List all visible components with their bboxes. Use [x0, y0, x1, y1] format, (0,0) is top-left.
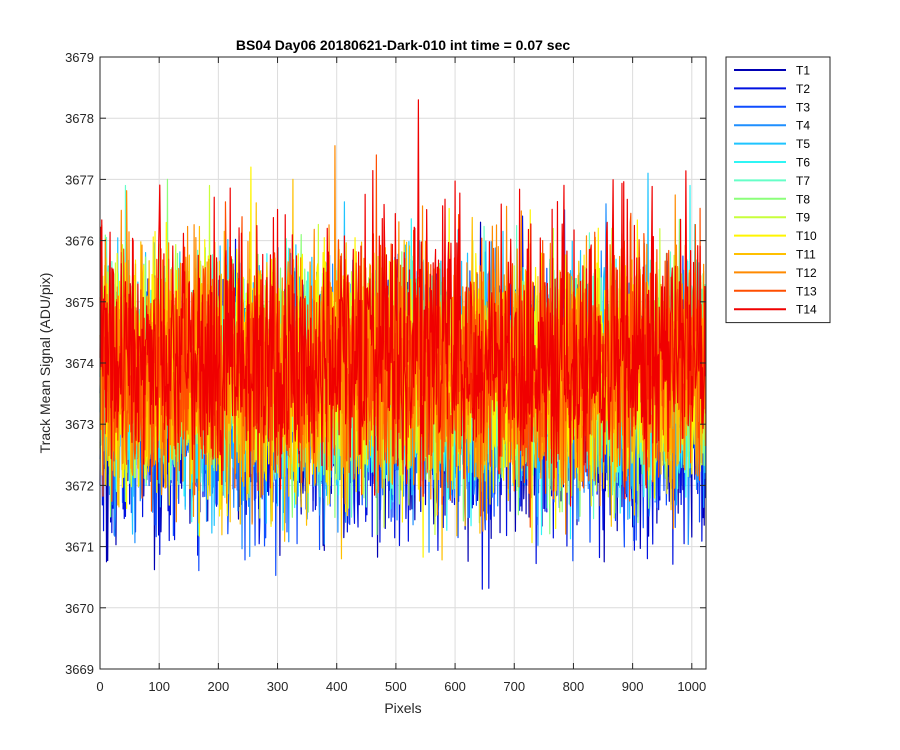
legend-item: T1 — [734, 64, 810, 78]
y-tick-label: 3678 — [65, 111, 94, 126]
legend-label: T5 — [796, 137, 810, 151]
series-line-t14 — [99, 99, 707, 507]
series-group — [99, 99, 707, 590]
y-tick-label: 3669 — [65, 662, 94, 677]
legend-label: T8 — [796, 192, 810, 206]
legend-item: T3 — [734, 100, 810, 114]
legend-item: T13 — [734, 284, 817, 298]
legend-label: T1 — [796, 64, 810, 78]
y-tick-label: 3679 — [65, 50, 94, 65]
x-axis-label: Pixels — [384, 700, 421, 716]
legend-label: T7 — [796, 174, 810, 188]
x-tick-label: 700 — [503, 679, 525, 694]
legend-item: T2 — [734, 82, 810, 96]
x-tick-label: 800 — [563, 679, 585, 694]
legend-label: T13 — [796, 284, 817, 298]
x-tick-label: 500 — [385, 679, 407, 694]
x-tick-label: 900 — [622, 679, 644, 694]
legend-item: T9 — [734, 211, 810, 225]
legend-item: T4 — [734, 119, 810, 133]
x-tick-label: 300 — [267, 679, 289, 694]
legend-item: T14 — [734, 303, 817, 317]
y-tick-label: 3677 — [65, 172, 94, 187]
x-tick-label: 600 — [444, 679, 466, 694]
x-tick-label: 400 — [326, 679, 348, 694]
x-tick-label: 100 — [148, 679, 170, 694]
legend-label: T11 — [796, 248, 816, 262]
legend-label: T12 — [796, 266, 817, 280]
legend-item: T10 — [734, 229, 817, 243]
legend-item: T12 — [734, 266, 817, 280]
x-tick-label: 200 — [208, 679, 230, 694]
legend-label: T6 — [796, 156, 810, 170]
chart-title: BS04 Day06 20180621-Dark-010 int time = … — [236, 37, 570, 53]
legend-label: T3 — [796, 100, 810, 114]
legend-item: T6 — [734, 156, 810, 170]
legend: T1 T2 T3 T4 T5 T6 T7 T8 T9 T10 T11 T12 T13 T14 — [725, 56, 831, 324]
tick-group: 0 100 200 300 400 500 600 700 800 900 1000 3669 3670… — [65, 50, 706, 694]
legend-item: T5 — [734, 137, 810, 151]
x-tick-label: 0 — [96, 679, 103, 694]
legend-item: T8 — [734, 192, 810, 206]
y-tick-label: 3675 — [65, 295, 94, 310]
legend-item: T11 — [734, 248, 816, 262]
legend-label: T2 — [796, 82, 810, 96]
y-tick-label: 3672 — [65, 478, 94, 493]
y-tick-label: 3671 — [65, 540, 94, 555]
legend-label: T14 — [796, 303, 817, 317]
legend-label: T4 — [796, 119, 810, 133]
y-tick-label: 3673 — [65, 417, 94, 432]
x-tick-label: 1000 — [677, 679, 706, 694]
legend-label: T9 — [796, 211, 810, 225]
y-tick-label: 3674 — [65, 356, 94, 371]
legend-box — [725, 56, 831, 324]
y-tick-label: 3676 — [65, 234, 94, 249]
y-tick-label: 3670 — [65, 601, 94, 616]
legend-label: T10 — [796, 229, 817, 243]
y-axis-label: Track Mean Signal (ADU/pix) — [37, 273, 53, 454]
legend-item: T7 — [734, 174, 810, 188]
